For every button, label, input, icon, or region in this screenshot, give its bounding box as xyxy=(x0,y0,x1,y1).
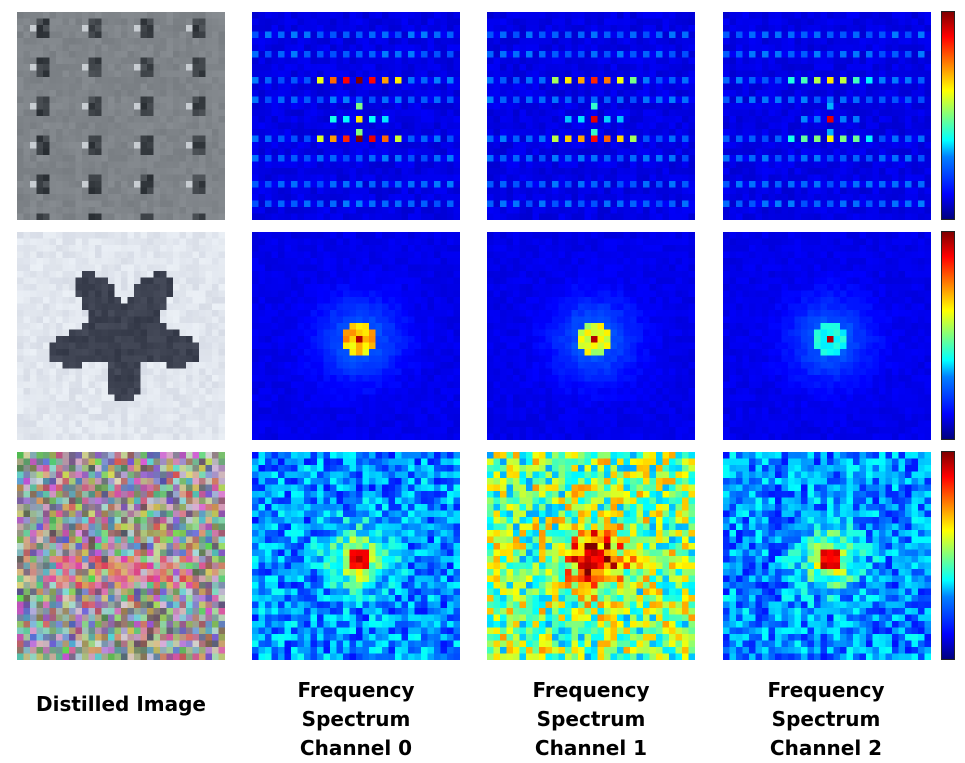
spectrum-row3-channel1 xyxy=(487,452,695,660)
distilled-image-row1 xyxy=(17,12,225,220)
column-label-channel0: Frequency Spectrum Channel 0 xyxy=(297,678,415,760)
spectrum-row1-channel1 xyxy=(487,12,695,220)
colorbar-row2 xyxy=(941,231,955,440)
colorbar-row1 xyxy=(941,11,955,220)
spectrum-row3-channel0 xyxy=(252,452,460,660)
distilled-image-row3 xyxy=(17,452,225,660)
spectrum-row2-channel2 xyxy=(723,232,931,440)
spectrum-row3-channel2 xyxy=(723,452,931,660)
spectrum-row1-channel0 xyxy=(252,12,460,220)
column-label-distilled-image: Distilled Image xyxy=(36,692,206,716)
spectrum-row2-channel1 xyxy=(487,232,695,440)
spectrum-row1-channel2 xyxy=(723,12,931,220)
colorbar-row3 xyxy=(941,451,955,660)
distilled-image-row2 xyxy=(17,232,225,440)
column-label-channel2: Frequency Spectrum Channel 2 xyxy=(767,678,885,760)
column-label-channel1: Frequency Spectrum Channel 1 xyxy=(532,678,650,760)
spectrum-row2-channel0 xyxy=(252,232,460,440)
